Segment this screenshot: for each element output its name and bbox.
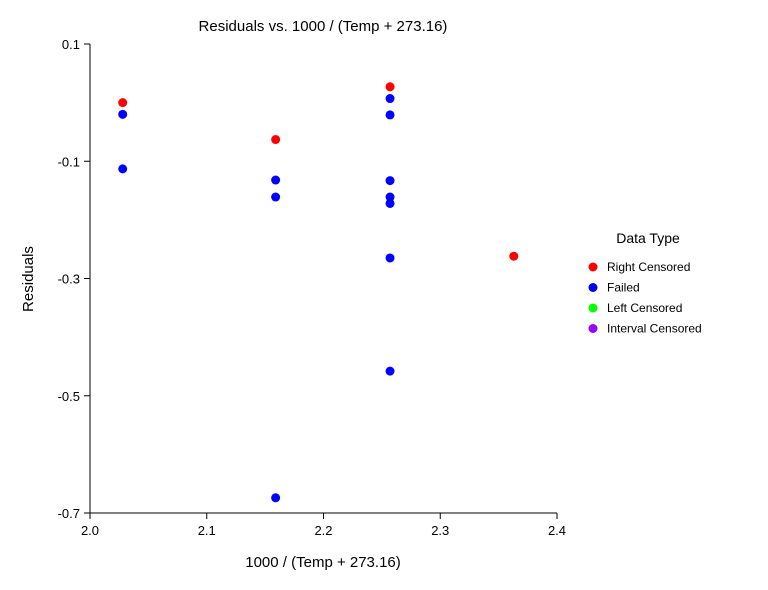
legend: Data Type Right Censored Failed Left Censo… <box>588 230 702 336</box>
point-failed <box>385 94 395 104</box>
point-failed <box>118 109 128 119</box>
y-tick-label: 0.1 <box>62 37 80 52</box>
legend-label-interval-censored: Interval Censored <box>607 322 702 336</box>
point-failed <box>385 176 395 186</box>
point-failed <box>385 253 395 263</box>
x-tick-label: 2.2 <box>314 523 332 538</box>
legend-marker-failed <box>588 283 598 292</box>
axes <box>89 44 557 514</box>
point-failed <box>385 366 395 376</box>
legend-title: Data Type <box>616 230 680 246</box>
x-ticks: 2.0 2.1 2.2 2.3 2.4 <box>81 513 566 538</box>
point-failed <box>118 164 128 174</box>
y-axis-label: Residuals <box>20 246 37 312</box>
x-tick-label: 2.1 <box>198 523 216 538</box>
point-failed <box>271 493 281 503</box>
point-failed <box>385 198 395 208</box>
point-right-censored <box>509 251 519 261</box>
point-failed <box>271 175 281 185</box>
point-failed <box>385 110 395 120</box>
point-failed <box>271 192 281 202</box>
legend-marker-left-censored <box>588 303 598 313</box>
legend-label-right-censored: Right Censored <box>607 260 690 274</box>
y-tick-label: -0.5 <box>58 389 80 404</box>
x-tick-label: 2.4 <box>548 523 566 538</box>
y-tick-label: -0.1 <box>58 154 80 169</box>
point-right-censored <box>118 98 128 108</box>
data-points <box>118 82 519 503</box>
y-tick-label: -0.3 <box>58 272 80 287</box>
x-axis-label: 1000 / (Temp + 273.16) <box>245 554 401 571</box>
y-ticks: -0.7 -0.5 -0.3 -0.1 0.1 <box>58 37 90 521</box>
chart-title: Residuals vs. 1000 / (Temp + 273.16) <box>199 18 448 35</box>
legend-marker-interval-censored <box>588 324 598 333</box>
x-tick-label: 2.3 <box>431 523 449 538</box>
point-right-censored <box>271 135 281 145</box>
legend-entries: Right Censored Failed Left Censored Interva… <box>588 260 702 336</box>
y-tick-label: -0.7 <box>58 506 80 521</box>
x-tick-label: 2.0 <box>81 523 99 538</box>
legend-marker-right-censored <box>588 262 598 272</box>
point-right-censored <box>385 82 395 92</box>
legend-label-failed: Failed <box>607 281 640 295</box>
legend-label-left-censored: Left Censored <box>607 301 682 315</box>
point-failed <box>385 192 395 202</box>
